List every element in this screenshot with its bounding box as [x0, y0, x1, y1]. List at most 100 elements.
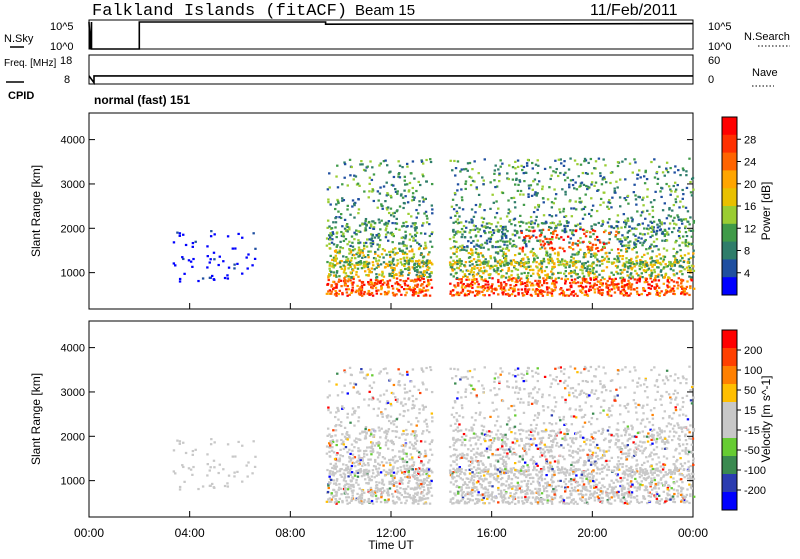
power-cell	[541, 284, 543, 286]
power-cell	[601, 263, 603, 265]
velocity-cell	[664, 410, 666, 412]
power-cell	[536, 266, 538, 268]
power-cell	[326, 261, 328, 263]
power-cell	[623, 236, 625, 238]
power-cell	[603, 243, 605, 245]
power-cell	[392, 269, 394, 271]
power-cell	[576, 163, 578, 165]
velocity-cell	[624, 428, 626, 430]
velocity-cell	[431, 412, 433, 414]
power-cell	[603, 246, 605, 248]
power-cell	[526, 281, 528, 283]
velocity-cell	[461, 441, 463, 443]
power-cell	[463, 246, 465, 248]
power-cell	[590, 215, 592, 217]
velocity-cell	[663, 491, 665, 493]
velocity-cell	[464, 391, 466, 393]
power-cell	[424, 247, 426, 249]
power-cell	[583, 233, 585, 235]
power-cell	[688, 294, 690, 296]
power-cell	[475, 248, 477, 250]
velocity-cell	[549, 374, 551, 376]
power-cell	[636, 279, 638, 281]
power-cell	[514, 161, 516, 163]
velocity-cell	[692, 397, 694, 399]
power-cell	[532, 248, 534, 250]
power-cell	[406, 225, 408, 227]
power-cell	[379, 256, 381, 258]
power-cell	[614, 188, 616, 190]
velocity-cell	[505, 480, 507, 482]
power-cell	[456, 277, 458, 279]
power-cell	[691, 236, 693, 238]
power-cell	[590, 253, 592, 255]
power-cell	[651, 222, 653, 224]
power-cell	[351, 263, 353, 265]
power-cell	[500, 282, 502, 284]
power-cell	[501, 163, 503, 165]
power-cell	[582, 241, 584, 243]
velocity-cell	[512, 374, 514, 376]
power-cell	[608, 199, 610, 201]
power-cell	[387, 231, 389, 233]
power-cell	[671, 265, 673, 267]
power-cell	[413, 256, 415, 258]
power-cell	[684, 254, 686, 256]
power-cell	[329, 265, 331, 267]
power-cell	[627, 236, 629, 238]
power-cell	[458, 207, 460, 209]
velocity-cell	[395, 436, 397, 438]
power-cell	[636, 174, 638, 176]
power-cell	[579, 228, 581, 230]
power-cell	[519, 225, 521, 227]
power-cell	[509, 284, 511, 286]
power-cell	[453, 284, 455, 286]
power-cell	[328, 268, 330, 270]
power-cell	[341, 292, 343, 294]
velocity-cell	[386, 390, 388, 392]
power-cell	[554, 252, 556, 254]
power-cell	[508, 289, 510, 291]
power-cell	[361, 295, 363, 297]
power-cell	[579, 185, 581, 187]
power-cell	[589, 231, 591, 233]
power-cell	[251, 264, 253, 266]
power-cell	[553, 285, 555, 287]
power-cell	[431, 263, 433, 265]
power-cell	[680, 286, 682, 288]
power-cell	[570, 285, 572, 287]
power-cell	[679, 174, 681, 176]
power-cell	[526, 293, 528, 295]
power-cell	[570, 207, 572, 209]
velocity-cell	[480, 443, 482, 445]
velocity-cell	[531, 403, 533, 405]
power-cell	[334, 226, 336, 228]
power-cell	[560, 263, 562, 265]
power-cell	[213, 252, 215, 254]
power-cell	[525, 268, 527, 270]
power-cell	[371, 292, 373, 294]
velocity-cell	[219, 464, 221, 466]
power-cell	[535, 219, 537, 221]
power-cell	[514, 234, 516, 236]
power-cell	[552, 231, 554, 233]
power-cell	[423, 270, 425, 272]
power-cell	[367, 256, 369, 258]
power-cell	[565, 275, 567, 277]
power-cell	[574, 261, 576, 263]
power-cell	[426, 260, 428, 262]
velocity-cell	[647, 432, 649, 434]
power-cell	[599, 204, 601, 206]
power-cell	[641, 276, 643, 278]
power-cell	[407, 213, 409, 215]
velocity-cell	[620, 435, 622, 437]
power-cell	[517, 184, 519, 186]
velocity-cell	[606, 414, 608, 416]
power-cell	[540, 290, 542, 292]
power-cell	[504, 253, 506, 255]
power-cell	[589, 286, 591, 288]
power-cell	[370, 225, 372, 227]
power-cell	[504, 257, 506, 259]
power-cell	[393, 274, 395, 276]
power-cell	[406, 268, 408, 270]
